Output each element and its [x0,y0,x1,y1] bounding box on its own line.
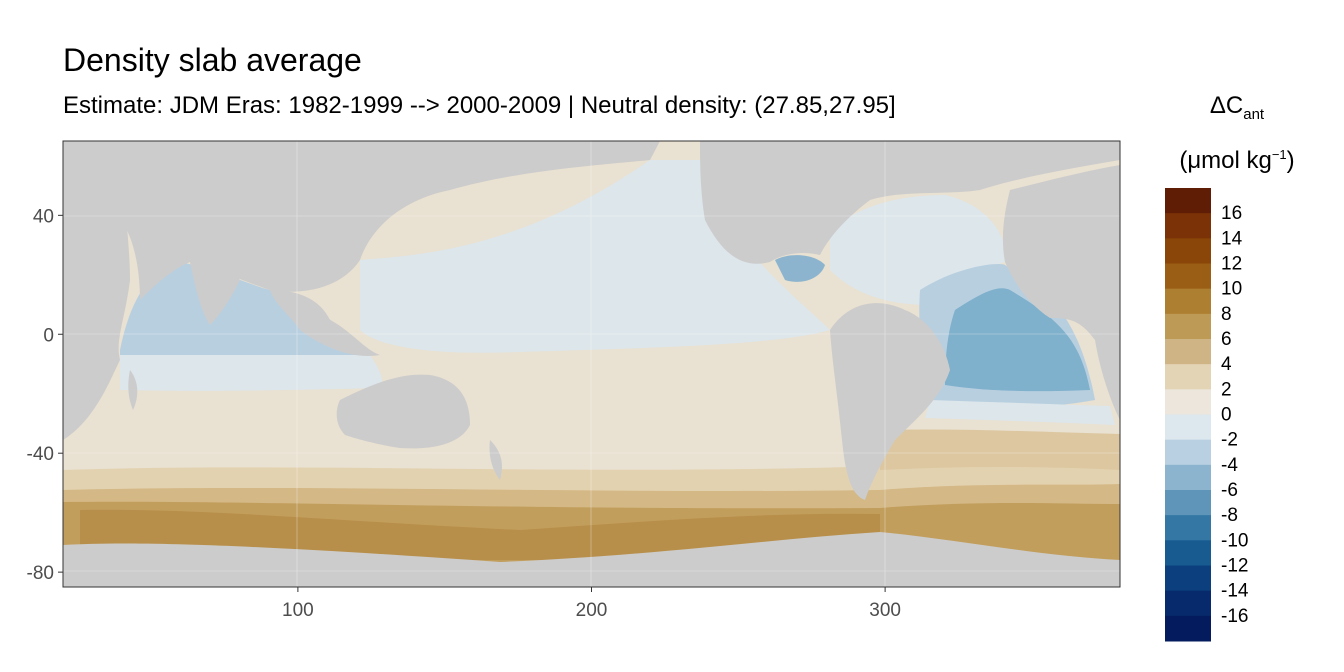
legend-break-label: 14 [1221,228,1243,249]
y-tick-label: 0 [43,325,54,346]
legend-swatch [1165,364,1211,390]
legend-swatch [1165,590,1211,617]
ocean-tropical-atlantic-south [925,400,1115,425]
legend-break-label: 16 [1221,203,1242,224]
legend-break-label: 8 [1221,304,1232,325]
land-eurasia [63,141,660,300]
y-tick-label: -80 [27,563,54,584]
legend-swatch [1165,565,1211,592]
x-tick-label: 300 [869,600,901,621]
y-tick-label: 40 [33,206,54,227]
legend-title-line2: (μmol kg−1) [1179,146,1295,174]
ocean-band-southern-darkest [80,509,880,560]
legend-break-label: -6 [1221,480,1238,501]
legend-break-label: 10 [1221,279,1242,300]
legend-swatch [1165,263,1211,290]
legend-break-label: -16 [1221,606,1248,627]
legend-swatch [1165,288,1211,315]
legend-swatch [1165,615,1211,642]
ocean-gulf-of-mexico [775,255,825,282]
legend-swatch [1165,213,1211,239]
legend-swatch [1165,188,1211,214]
legend-swatch [1165,339,1211,365]
legend-swatch [1165,439,1211,466]
legend-break-label: 12 [1221,254,1242,275]
ocean-tropical-atlantic-mid [945,288,1090,392]
gridlines [63,141,1120,587]
legend-swatch [1165,238,1211,264]
legend-break-label: -2 [1221,430,1238,451]
ocean-south-atlantic-band [880,429,1120,470]
legend-swatch [1165,389,1211,415]
legend-title: ΔCant (μmol kg−1) [1162,86,1312,181]
legend-swatch [1165,313,1211,340]
land-madagascar [128,370,138,410]
land-south-america [830,303,950,500]
ocean-indian-light [120,355,382,391]
legend-break-label: -12 [1221,556,1248,577]
land-europe-africa-east [1002,165,1120,420]
legend-break-label: -8 [1221,505,1238,526]
x-tick-label: 200 [576,600,608,621]
legend-title-line1: ΔCant [1209,92,1265,123]
land-north-america [700,141,1120,264]
legend-swatch [1165,515,1211,541]
land-greenland [900,141,1030,180]
legend: 16 14 12 10 8 6 4 2 0 -2 -4 -6 -8 -10 -12 -14 -16 [1165,188,1249,642]
legend-break-label: 6 [1221,329,1232,350]
y-tick-label: -40 [27,444,54,465]
legend-break-label: 4 [1221,354,1232,375]
legend-swatch [1165,414,1211,441]
chart-subtitle: Estimate: JDM Eras: 1982-1999 --> 2000-2… [63,92,896,119]
map-panel [63,141,1120,587]
land-new-zealand [489,440,502,480]
legend-break-label: -4 [1221,455,1238,476]
legend-swatch [1165,490,1211,516]
legend-break-label: 2 [1221,379,1232,400]
chart-title: Density slab average [63,42,362,78]
land-southeast-asia [270,290,380,356]
legend-break-label: -14 [1221,581,1249,602]
legend-break-label: -10 [1221,530,1248,551]
land-masses [63,141,1120,587]
land-india [190,261,240,325]
legend-swatch [1165,540,1211,566]
land-australia [336,374,470,449]
land-antarctica [63,532,1120,587]
x-tick-label: 100 [282,600,314,621]
legend-break-label: 0 [1221,405,1232,426]
legend-swatch [1165,464,1211,491]
